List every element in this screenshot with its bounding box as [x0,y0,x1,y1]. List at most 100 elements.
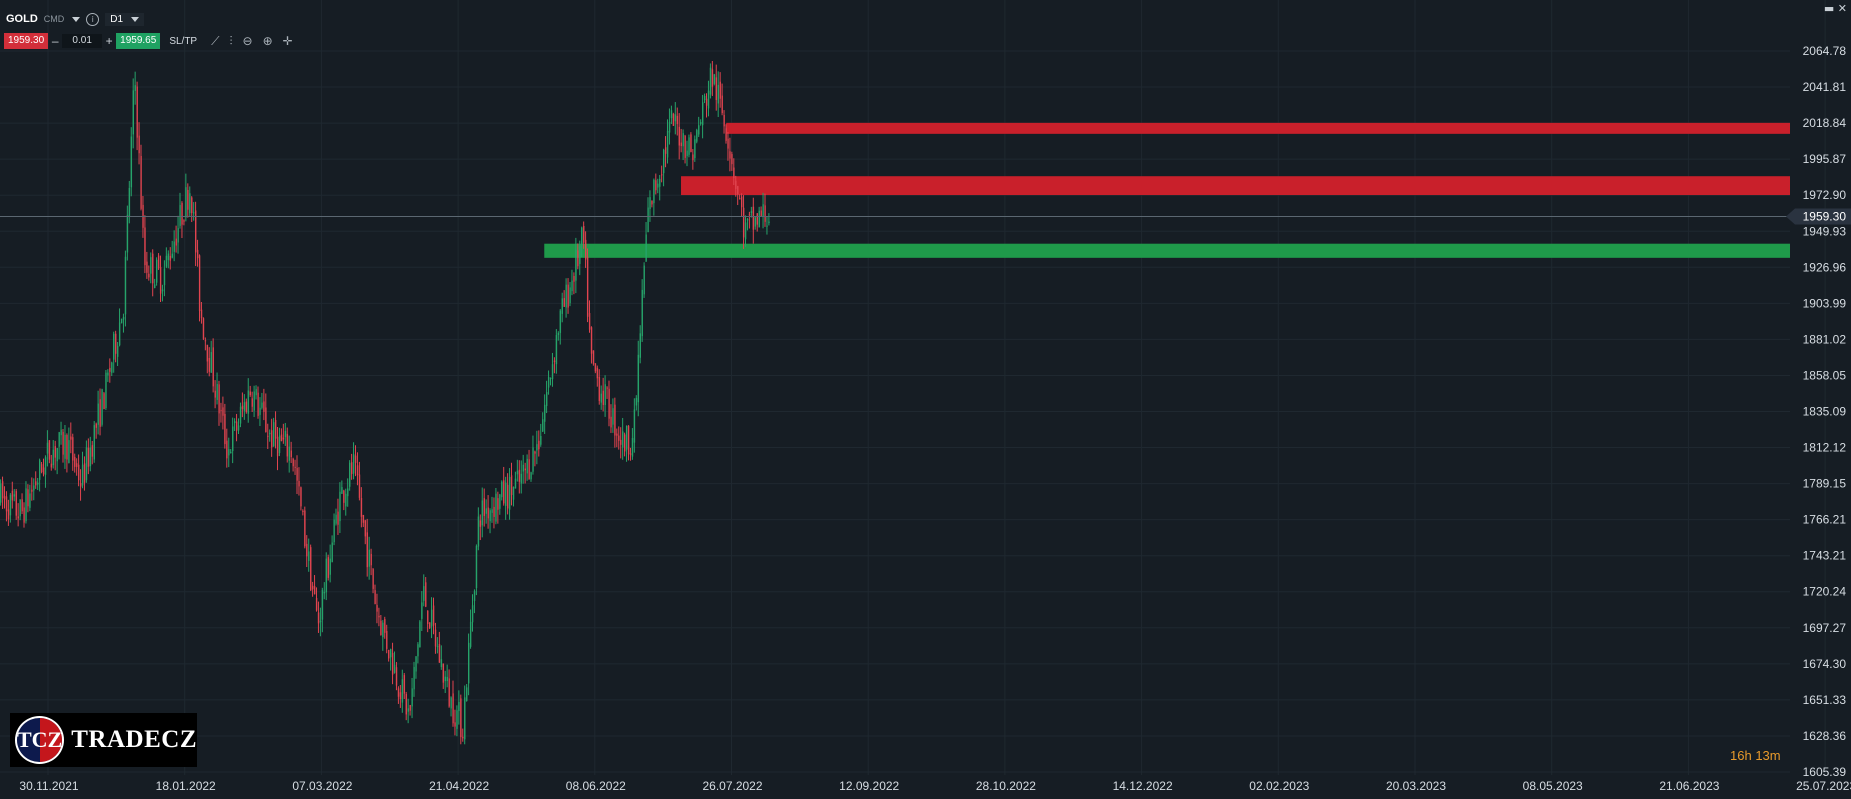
candle [120,318,123,324]
candle [44,455,47,488]
candle [647,197,649,233]
candle [208,347,211,377]
candle [81,451,84,489]
candle [711,60,714,97]
candle [489,508,491,534]
price-tick: 2018.84 [1803,116,1847,130]
candle [438,631,441,663]
crosshair-icon[interactable]: ✛ [282,34,293,48]
candle [468,633,470,696]
line-tool-icon[interactable]: ⟋ [211,33,220,48]
candle [276,426,279,471]
resistance-zone[interactable] [726,122,1790,134]
candle [278,427,281,457]
candle [212,338,214,393]
candle [349,460,351,491]
maximize-icon[interactable]: ▬ [1823,2,1835,15]
timeframe-select[interactable]: D1 [105,12,145,26]
zoom-in-icon[interactable]: ⊕ [262,34,273,48]
candle [528,449,530,480]
candle [230,449,232,454]
price-tick: 1926.96 [1803,260,1847,274]
candle [471,594,474,632]
chart-header: GOLD CMD i D1 [6,10,145,28]
candle [495,487,497,525]
candle [85,440,88,483]
candle [651,200,653,208]
candle [390,648,392,671]
lot-size-input[interactable]: 0.01 [62,34,103,48]
candle [216,372,218,405]
symbol-dropdown-icon[interactable] [72,16,81,22]
candle [583,221,585,249]
symbol-label[interactable]: GOLD [6,13,38,25]
candle [403,673,406,700]
price-tick: 1903.99 [1803,296,1847,310]
sell-button[interactable]: 1959.30 [4,33,49,49]
candle [729,137,731,172]
indicators-icon[interactable]: ⫶ [229,33,233,48]
candle-countdown: 16h 13m [1730,748,1781,763]
candle [337,498,339,535]
candle [271,418,273,457]
lot-increase-button[interactable]: + [105,34,113,48]
candle [610,404,612,433]
sltp-button[interactable]: SL/TP [169,35,198,47]
candle [226,428,228,468]
candle [269,429,271,442]
candle [635,395,638,411]
candle [74,453,76,473]
candle [499,493,501,515]
date-tick: 18.01.2022 [156,779,216,793]
candle [397,686,400,704]
support-zone[interactable] [544,243,1790,258]
tradecz-logo: TCZ TRADECZ [10,713,197,767]
candle [721,83,723,116]
candle [618,426,620,450]
zoom-out-icon[interactable]: ⊖ [242,34,253,48]
candle [432,597,435,635]
candle [103,392,105,410]
date-tick: 08.06.2022 [566,779,626,793]
trade-panel: 1959.30 – 0.01 + 1959.65 SL/TP ⟋ ⫶ ⊖ ⊕ ✛ [4,33,303,49]
candle [608,380,610,427]
candle [624,432,626,457]
date-tick: 02.02.2023 [1249,779,1309,793]
candle [259,397,261,426]
candle [514,471,517,489]
candle [546,380,548,414]
candle [263,388,265,421]
candle [460,694,462,745]
candle [417,642,419,664]
candle [220,402,222,423]
candle [183,219,185,226]
candle [87,438,90,475]
candle [684,134,686,164]
candle [462,728,464,742]
candle [573,272,575,295]
candle [742,195,745,249]
price-tick: 1835.09 [1803,404,1847,418]
resistance-zone[interactable] [681,176,1790,196]
candle [411,677,413,719]
lot-decrease-button[interactable]: – [51,34,59,48]
candle [586,248,589,323]
candle [321,587,324,633]
price-tick: 1949.93 [1803,224,1847,238]
candle [715,64,718,111]
candle [725,124,727,144]
candle [191,196,193,223]
candle [19,498,21,521]
candle [175,225,177,253]
candle [288,435,290,473]
close-icon[interactable]: ✕ [1837,2,1847,15]
buy-button[interactable]: 1959.65 [116,33,161,49]
candle [631,428,634,460]
candle [265,393,267,433]
candle [122,313,125,333]
info-icon[interactable]: i [86,12,100,26]
candle [440,645,443,670]
candle [339,482,341,533]
candle [284,422,287,446]
